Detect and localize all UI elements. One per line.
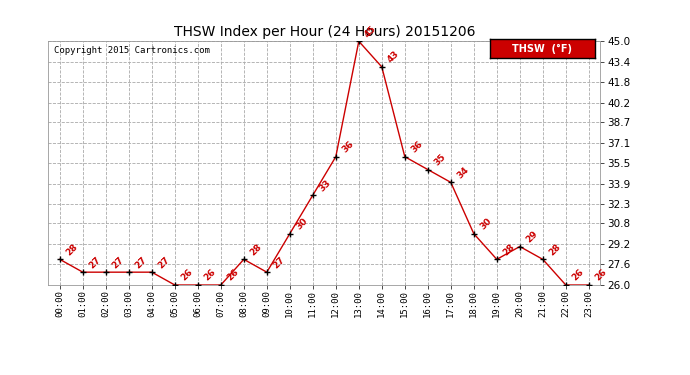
Title: THSW Index per Hour (24 Hours) 20151206: THSW Index per Hour (24 Hours) 20151206 xyxy=(174,25,475,39)
Text: 26: 26 xyxy=(570,268,585,283)
Text: 36: 36 xyxy=(409,140,424,154)
Text: 27: 27 xyxy=(156,255,171,270)
Text: 33: 33 xyxy=(317,178,332,193)
Text: 26: 26 xyxy=(202,268,217,283)
Text: 28: 28 xyxy=(248,242,263,257)
Text: 35: 35 xyxy=(432,152,447,167)
Text: 30: 30 xyxy=(294,216,309,231)
Text: 26: 26 xyxy=(179,268,194,283)
Text: 28: 28 xyxy=(64,242,79,257)
Text: 27: 27 xyxy=(271,255,286,270)
Text: 26: 26 xyxy=(593,268,608,283)
Text: 27: 27 xyxy=(87,255,102,270)
Text: 36: 36 xyxy=(340,140,355,154)
Text: 28: 28 xyxy=(547,242,562,257)
Text: 29: 29 xyxy=(524,229,540,244)
Text: Copyright 2015 Cartronics.com: Copyright 2015 Cartronics.com xyxy=(54,46,210,55)
Text: 45: 45 xyxy=(363,24,378,39)
Text: 43: 43 xyxy=(386,50,402,65)
Text: 26: 26 xyxy=(225,268,240,283)
Text: 27: 27 xyxy=(133,255,148,270)
Text: 34: 34 xyxy=(455,165,471,180)
Text: 30: 30 xyxy=(478,216,493,231)
Text: 28: 28 xyxy=(501,242,516,257)
Text: 27: 27 xyxy=(110,255,126,270)
